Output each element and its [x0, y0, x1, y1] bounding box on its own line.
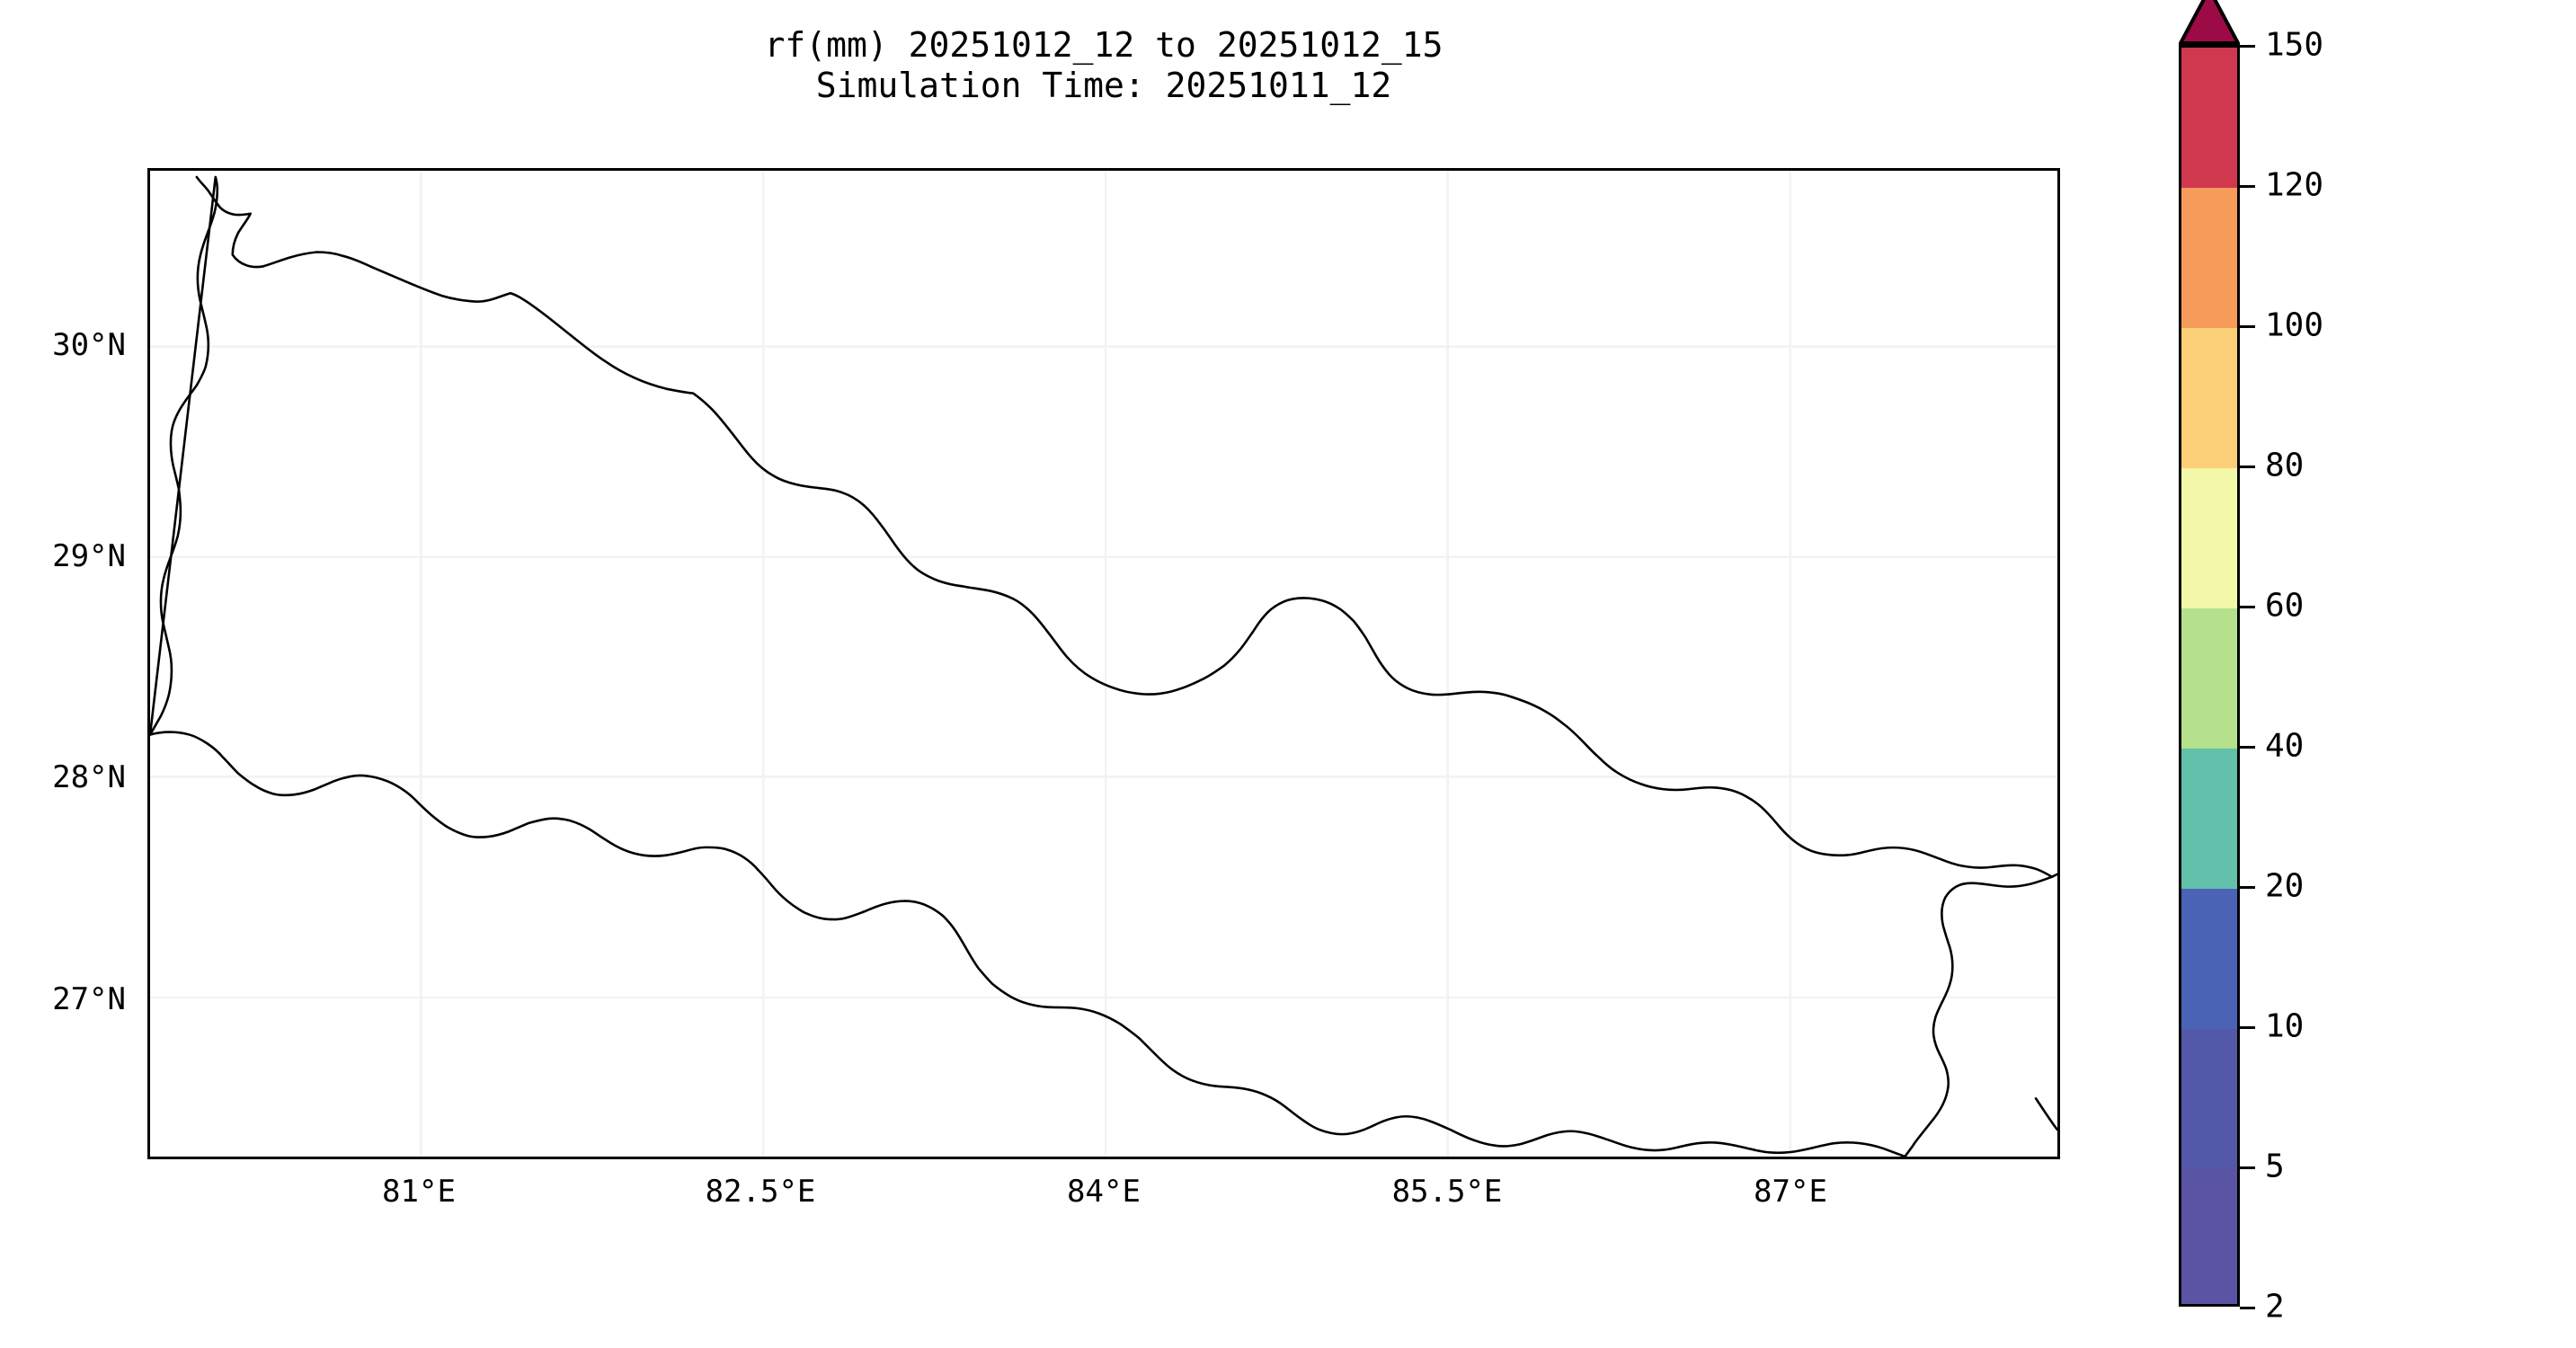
colorbar-band-10-20	[2181, 889, 2237, 1029]
colorbar-tickmark-80	[2240, 466, 2255, 468]
colorbar-ticklabel-100: 100	[2265, 306, 2324, 344]
colorbar[interactable]: 150 120 100 80 60 40 20 10 5 2	[2179, 0, 2556, 1326]
colorbar-ticklabel-5: 5	[2265, 1148, 2285, 1185]
xtick-label-82_5E: 82.5°E	[705, 1174, 816, 1210]
colorbar-tickmark-100	[2240, 325, 2255, 328]
colorbar-tickmark-40	[2240, 746, 2255, 749]
xtick-label-81E: 81°E	[382, 1174, 456, 1210]
colorbar-band-60-80	[2181, 468, 2237, 608]
xtick-label-85_5E: 85.5°E	[1391, 1174, 1503, 1210]
colorbar-tickmark-10	[2240, 1026, 2255, 1029]
colorbar-tickmark-2	[2240, 1307, 2255, 1309]
page-title: rf(mm) 20251012_12 to 20251012_15 Simula…	[147, 25, 2060, 106]
ytick-label-30N: 30°N	[52, 327, 126, 363]
xtick-label-87E: 87°E	[1754, 1174, 1827, 1210]
colorbar-band-20-40	[2181, 749, 2237, 889]
colorbar-ticklabel-120: 120	[2265, 166, 2324, 204]
colorbar-ticklabel-2: 2	[2265, 1288, 2285, 1326]
xtick-label-84E: 84°E	[1067, 1174, 1141, 1210]
colorbar-ticklabel-40: 40	[2265, 727, 2305, 765]
colorbar-band-120-150	[2181, 48, 2237, 188]
colorbar-gradient-body[interactable]	[2179, 45, 2240, 1307]
colorbar-ticklabel-60: 60	[2265, 587, 2305, 625]
colorbar-band-100-120	[2181, 188, 2237, 328]
colorbar-ticklabel-20: 20	[2265, 867, 2305, 905]
colorbar-tickmark-60	[2240, 606, 2255, 608]
colorbar-tickmark-120	[2240, 185, 2255, 188]
colorbar-ticklabel-10: 10	[2265, 1007, 2305, 1045]
colorbar-over-arrow	[2179, 0, 2240, 45]
title-line-1: rf(mm) 20251012_12 to 20251012_15	[764, 25, 1443, 65]
ytick-label-27N: 27°N	[52, 981, 126, 1017]
colorbar-tickmark-20	[2240, 886, 2255, 889]
ytick-label-29N: 29°N	[52, 538, 126, 574]
colorbar-band-80-100	[2181, 328, 2237, 468]
colorbar-ticklabel-150: 150	[2265, 26, 2324, 64]
ytick-label-28N: 28°N	[52, 759, 126, 795]
map-axes[interactable]	[147, 168, 2060, 1159]
colorbar-band-40-60	[2181, 608, 2237, 749]
colorbar-band-2-5	[2181, 1169, 2237, 1304]
colorbar-ticklabel-80: 80	[2265, 447, 2305, 484]
colorbar-tickmark-5	[2240, 1166, 2255, 1169]
nepal-boundary-outline	[150, 175, 2057, 1157]
colorbar-band-5-10	[2181, 1029, 2237, 1169]
title-line-2: Simulation Time: 20251011_12	[815, 65, 1392, 105]
map-gridlines	[150, 171, 2057, 1157]
colorbar-tickmark-150	[2240, 45, 2255, 48]
